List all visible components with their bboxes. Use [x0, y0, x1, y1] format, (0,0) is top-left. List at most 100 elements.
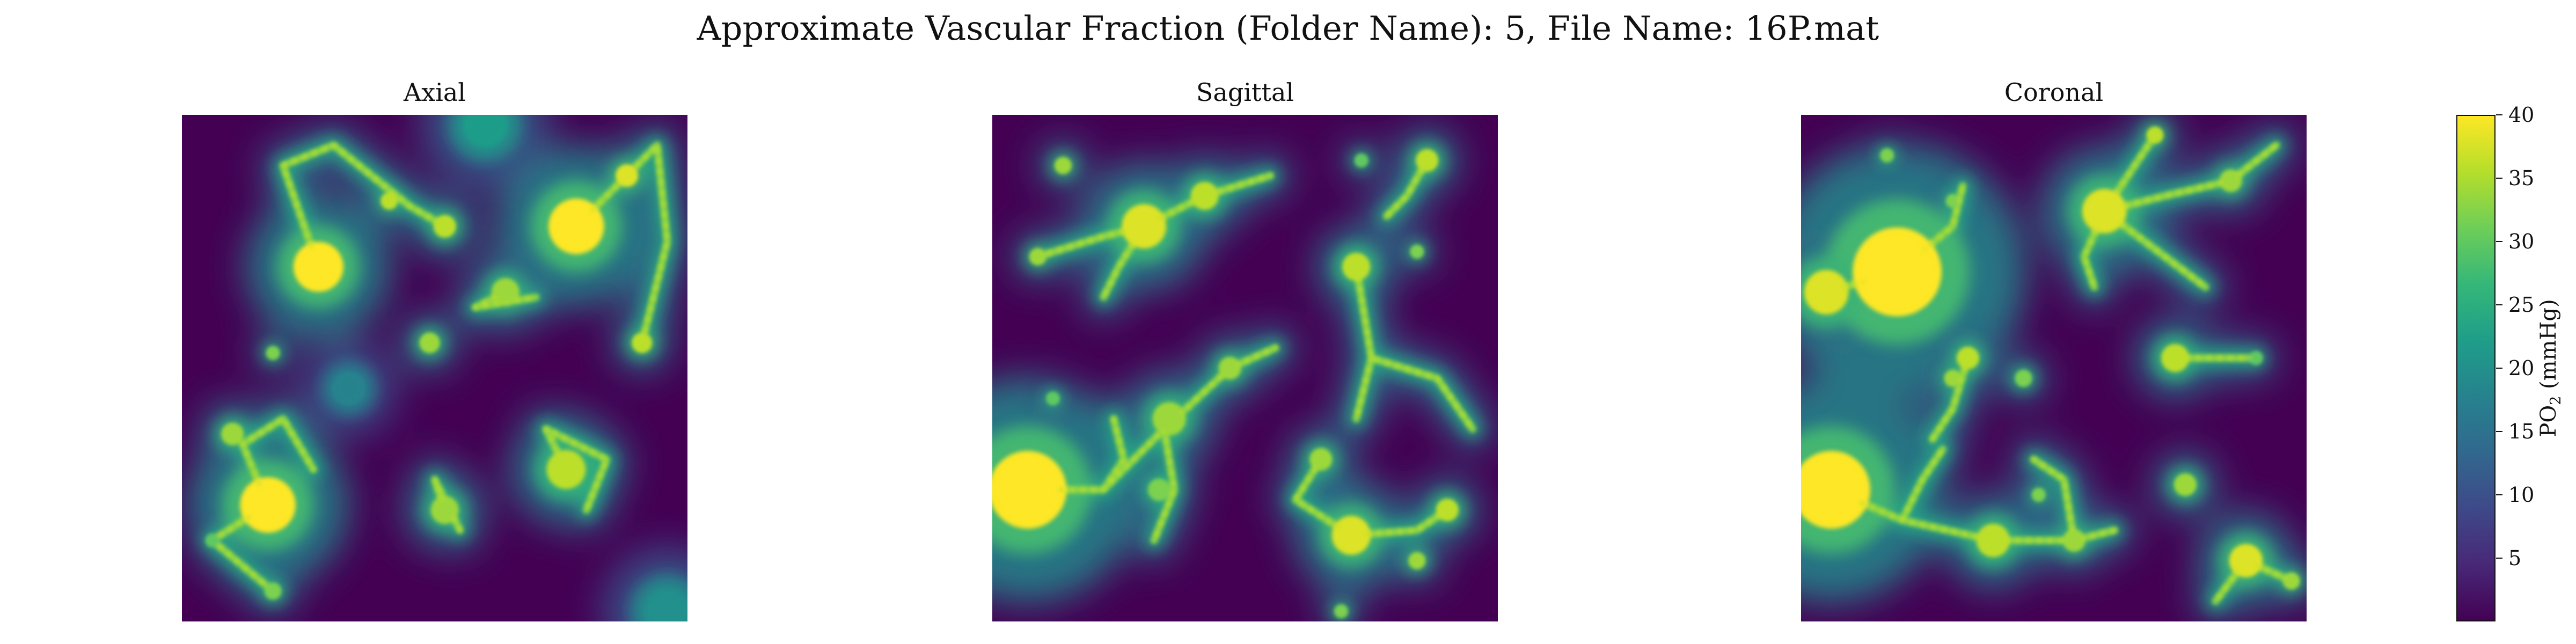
hotspot-peak — [1336, 520, 1366, 551]
hotspot-peak — [1156, 406, 1182, 432]
hotspot-peak — [1336, 606, 1346, 617]
hotspot-peak — [299, 247, 338, 287]
hotspot-peak — [1194, 185, 1216, 207]
hotspot-peak — [2285, 574, 2298, 588]
hotspot-peak — [434, 499, 456, 521]
heatmap-layer-peak — [207, 115, 685, 621]
hotspot-peak — [246, 483, 290, 526]
hotspot-peak — [207, 535, 218, 546]
hotspot-peak — [650, 594, 685, 621]
vessel-peak — [1355, 356, 1373, 421]
hotspot-peak — [1862, 237, 1932, 306]
vessel-peak — [1102, 417, 1125, 492]
hotspot-peak — [1946, 371, 1959, 385]
hotspot-peak — [1312, 450, 1330, 468]
hotspot-peak — [2148, 128, 2162, 142]
colorbar-tick — [2496, 304, 2502, 305]
coronal-panel-title: Coronal — [2004, 78, 2104, 107]
hotspot-peak — [554, 204, 598, 248]
colorbar-label-subscript: 2 — [2548, 396, 2564, 405]
hotspot-peak — [1948, 195, 1958, 207]
vessel-peak — [2214, 559, 2248, 603]
hotspot-peak — [1959, 349, 1977, 367]
vessel-peak — [2032, 458, 2076, 542]
vessel-peak — [1294, 458, 1449, 537]
hotspot-peak — [1882, 150, 1892, 161]
sagittal-heatmap — [992, 115, 1498, 621]
vessel-peak — [544, 427, 609, 512]
hotspot-peak — [2222, 172, 2240, 189]
hotspot-peak — [2233, 547, 2259, 574]
hotspot-peak — [2017, 371, 2030, 385]
hotspot-peak — [1126, 209, 1161, 244]
hotspot-peak — [1221, 360, 1239, 377]
vessel-peak — [241, 417, 315, 507]
hotspot-peak — [335, 375, 362, 401]
colorbar-tick — [2496, 241, 2502, 242]
figure-title: Approximate Vascular Fraction (Folder Na… — [697, 9, 1879, 48]
vessel-peak — [281, 143, 447, 269]
hotspot-peak — [1801, 459, 1862, 520]
hotspot-peak — [1048, 393, 1058, 404]
colorbar-axis-label: PO2 (mmHg) — [2536, 299, 2564, 437]
colorbar-tick — [2496, 494, 2502, 495]
vessel-peak — [1385, 159, 1429, 218]
hotspot-peak — [1411, 246, 1422, 257]
hotspot-peak — [1809, 275, 1844, 310]
sagittal-heatmap-canvas — [992, 115, 1498, 621]
vessel-peak — [1152, 427, 1176, 542]
colorbar-tick-label: 40 — [2508, 103, 2535, 127]
axial-heatmap-canvas — [182, 115, 687, 621]
colorbar-tick — [2496, 431, 2502, 432]
vessel-peak — [2244, 559, 2293, 583]
colorbar-tick — [2496, 368, 2502, 369]
axial-heatmap — [182, 115, 687, 621]
hotspot-peak — [383, 194, 396, 208]
coronal-heatmap — [1801, 115, 2307, 621]
hotspot-peak — [494, 281, 516, 303]
heatmap-layer-peak — [1801, 128, 2298, 603]
coronal-heatmap-canvas — [1801, 115, 2307, 621]
colorbar-label-unit: (mmHg) — [2536, 299, 2561, 396]
hotspot-peak — [2065, 532, 2083, 549]
hotspot-peak — [2251, 353, 2262, 363]
hotspot-peak — [266, 584, 280, 598]
hotspot-peak — [436, 217, 453, 235]
po2-colorbar — [2456, 115, 2496, 621]
hotspot-peak — [1345, 256, 1367, 278]
heatmap-layer-peak — [997, 152, 1474, 617]
vessel-peak — [574, 143, 669, 345]
vessel-peak — [1900, 448, 1944, 522]
colorbar-tick-label: 35 — [2508, 166, 2535, 190]
hotspot-peak — [997, 459, 1058, 520]
vessel-peak — [1355, 265, 1474, 431]
hotspot-peak — [268, 348, 279, 358]
hotspot-peak — [1031, 250, 1044, 264]
colorbar-label-main: PO — [2536, 405, 2561, 437]
hotspot-peak — [422, 335, 437, 351]
colorbar-tick — [2496, 114, 2502, 115]
hotspot-peak — [551, 454, 581, 485]
hotspot-peak — [1438, 501, 1456, 519]
hotspot-peak — [634, 335, 650, 351]
hotspot-peak — [1418, 152, 1436, 169]
hotspot-peak — [2087, 194, 2122, 229]
colorbar-gradient — [2457, 116, 2494, 620]
hotspot-peak — [1150, 481, 1168, 499]
colorbar-tick-label: 10 — [2508, 483, 2535, 507]
colorbar-tick-label: 30 — [2508, 230, 2535, 253]
vessel-peak — [2103, 209, 2207, 289]
axial-panel-title: Axial — [403, 78, 466, 107]
hotspot-peak — [1980, 528, 2006, 553]
colorbar-tick — [2496, 178, 2502, 179]
hotspot-peak — [224, 425, 241, 443]
vessel-peak — [2103, 143, 2278, 213]
hotspot-peak — [468, 115, 503, 142]
colorbar-tick-label: 20 — [2508, 356, 2535, 380]
colorbar-tick-label: 5 — [2508, 546, 2522, 570]
vessel-peak — [473, 290, 538, 309]
hotspot-peak — [2176, 476, 2194, 494]
sagittal-panel-title: Sagittal — [1196, 78, 1294, 107]
hotspot-peak — [2033, 489, 2044, 500]
hotspot-peak — [618, 167, 635, 185]
